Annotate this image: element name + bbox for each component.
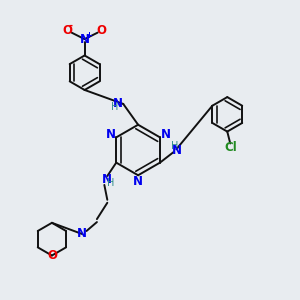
Text: N: N (102, 173, 112, 186)
Text: N: N (133, 175, 143, 188)
Text: Cl: Cl (224, 141, 237, 154)
Text: O: O (97, 24, 107, 37)
Text: N: N (113, 97, 123, 110)
Text: N: N (161, 128, 171, 141)
Text: -: - (69, 21, 73, 31)
Text: N: N (77, 227, 87, 241)
Text: N: N (172, 144, 182, 157)
Text: +: + (85, 31, 92, 40)
Text: N: N (106, 128, 116, 141)
Text: O: O (47, 249, 57, 262)
Text: H: H (107, 178, 115, 188)
Text: O: O (62, 24, 72, 37)
Text: H: H (171, 141, 178, 151)
Text: H: H (111, 103, 118, 112)
Text: N: N (80, 33, 90, 46)
